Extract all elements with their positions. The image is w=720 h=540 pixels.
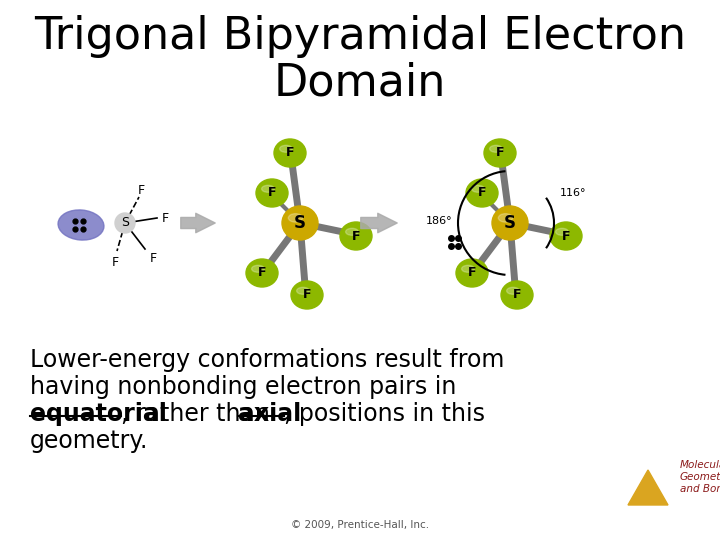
Text: F: F	[496, 146, 504, 159]
Text: , rather than: , rather than	[121, 402, 277, 426]
Ellipse shape	[246, 259, 278, 287]
Text: Molecular: Molecular	[680, 460, 720, 470]
Ellipse shape	[279, 145, 292, 152]
Text: F: F	[286, 146, 294, 159]
Text: axial: axial	[238, 402, 302, 426]
Ellipse shape	[256, 179, 288, 207]
Text: Lower-energy conformations result from: Lower-energy conformations result from	[30, 348, 505, 372]
Text: F: F	[352, 230, 360, 242]
Ellipse shape	[58, 210, 104, 240]
Polygon shape	[628, 470, 668, 505]
Ellipse shape	[288, 214, 302, 222]
Text: F: F	[468, 267, 476, 280]
Text: F: F	[112, 255, 119, 268]
Ellipse shape	[340, 222, 372, 250]
Text: S: S	[504, 214, 516, 232]
Text: , positions in this: , positions in this	[284, 402, 485, 426]
Ellipse shape	[492, 206, 528, 240]
Ellipse shape	[490, 145, 503, 152]
Text: and Bonding: and Bonding	[680, 484, 720, 494]
Ellipse shape	[297, 287, 310, 294]
Text: F: F	[302, 288, 311, 301]
Ellipse shape	[498, 214, 513, 222]
Text: Trigonal Bipyramidal Electron: Trigonal Bipyramidal Electron	[34, 15, 686, 58]
Text: Domain: Domain	[274, 62, 446, 105]
Text: 186°: 186°	[426, 216, 452, 226]
Ellipse shape	[484, 139, 516, 167]
Text: F: F	[562, 230, 570, 242]
Text: F: F	[161, 212, 168, 225]
Ellipse shape	[472, 185, 485, 192]
Ellipse shape	[291, 281, 323, 309]
Text: geometry.: geometry.	[30, 429, 148, 453]
FancyArrowPatch shape	[361, 213, 397, 233]
FancyArrowPatch shape	[181, 213, 215, 233]
Ellipse shape	[501, 281, 533, 309]
Text: S: S	[121, 217, 129, 230]
Ellipse shape	[466, 179, 498, 207]
Circle shape	[115, 213, 135, 233]
Text: 116°: 116°	[560, 188, 587, 198]
Text: F: F	[513, 288, 521, 301]
Text: F: F	[150, 253, 156, 266]
Text: equatorial: equatorial	[30, 402, 167, 426]
Ellipse shape	[550, 222, 582, 250]
Ellipse shape	[556, 228, 568, 235]
Text: F: F	[268, 186, 276, 199]
Text: Geometries: Geometries	[680, 472, 720, 482]
Ellipse shape	[456, 259, 488, 287]
Ellipse shape	[261, 185, 274, 192]
Ellipse shape	[251, 265, 264, 272]
Ellipse shape	[462, 265, 474, 272]
Text: © 2009, Prentice-Hall, Inc.: © 2009, Prentice-Hall, Inc.	[291, 520, 429, 530]
Ellipse shape	[274, 139, 306, 167]
Text: having nonbonding electron pairs in: having nonbonding electron pairs in	[30, 375, 456, 399]
Text: F: F	[258, 267, 266, 280]
Ellipse shape	[282, 206, 318, 240]
Ellipse shape	[507, 287, 519, 294]
Ellipse shape	[346, 228, 359, 235]
Text: S: S	[294, 214, 306, 232]
Text: F: F	[478, 186, 486, 199]
Text: F: F	[138, 185, 145, 198]
